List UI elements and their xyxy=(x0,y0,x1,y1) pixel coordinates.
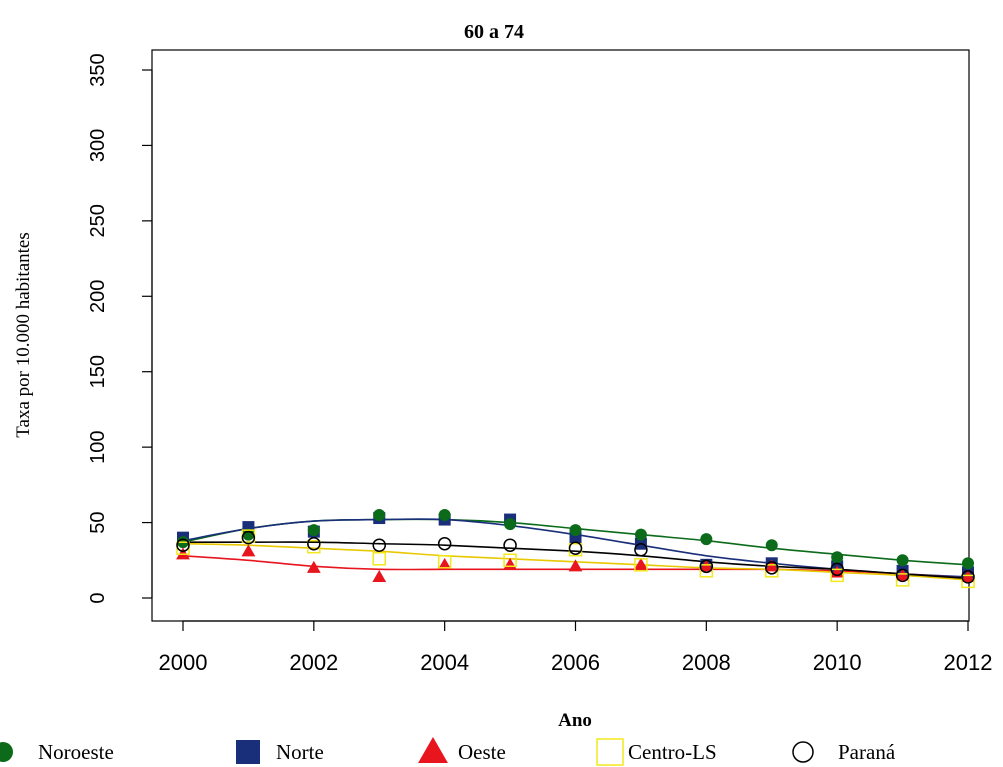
data-point-noroeste xyxy=(896,554,909,567)
axes: 2000 2002 2004 2006 2008 2010 2012 0 50 100 150 200… xyxy=(87,53,992,675)
data-point-oeste xyxy=(568,559,583,572)
legend-label: Noroeste xyxy=(38,740,114,764)
legend-symbol xyxy=(236,740,260,764)
legend-item-centro-ls: Centro-LS xyxy=(596,738,717,766)
legend-item-paran-: Paraná xyxy=(792,740,896,764)
data-point-oeste xyxy=(176,547,190,560)
data-point-centro-ls xyxy=(699,564,714,578)
legend-symbol xyxy=(792,741,814,763)
data-point-centro-ls xyxy=(634,558,648,572)
plot-area-frame xyxy=(151,49,970,622)
x-tick-label: 2012 xyxy=(944,650,993,675)
x-tick-label: 2000 xyxy=(159,650,208,675)
data-point-noroeste xyxy=(504,518,517,531)
data-point-centro-ls xyxy=(830,568,844,583)
data-point-paran- xyxy=(961,570,975,584)
y-tick-label: 50 xyxy=(87,511,109,533)
y-tick-label: 350 xyxy=(87,53,109,86)
data-point-oeste xyxy=(372,569,387,582)
data-point-noroeste xyxy=(438,509,451,522)
data-point-paran- xyxy=(830,562,844,577)
data-point-paran- xyxy=(176,538,190,552)
legend-label: Norte xyxy=(276,740,324,764)
legend-label: Paraná xyxy=(838,740,896,764)
data-point-noroeste xyxy=(765,539,778,552)
x-tick-label: 2008 xyxy=(682,650,731,675)
data-points xyxy=(176,509,975,589)
data-point-paran- xyxy=(765,561,779,575)
y-tick-label: 250 xyxy=(87,204,109,237)
data-point-noroeste xyxy=(962,557,974,570)
data-point-centro-ls xyxy=(895,573,910,587)
data-point-oeste xyxy=(437,557,452,570)
legend-symbol xyxy=(418,737,448,764)
data-point-paran- xyxy=(307,536,321,551)
data-point-paran- xyxy=(241,530,256,545)
legend-item-noroeste: Noroeste xyxy=(0,740,114,764)
data-point-paran- xyxy=(503,538,517,552)
data-point-paran- xyxy=(437,536,452,551)
data-point-paran- xyxy=(568,541,583,555)
x-tick-label: 2006 xyxy=(551,650,600,675)
y-tick-label: 100 xyxy=(87,430,109,463)
legend-symbol xyxy=(0,742,13,762)
data-point-noroeste xyxy=(700,533,713,546)
legend-item-oeste: Oeste xyxy=(418,737,506,764)
data-point-oeste xyxy=(634,557,648,570)
data-point-noroeste xyxy=(634,528,647,541)
data-point-paran- xyxy=(699,559,714,574)
x-tick-label: 2010 xyxy=(813,650,862,675)
y-tick-label: 300 xyxy=(87,129,109,162)
data-point-paran- xyxy=(895,568,910,583)
y-tick-label: 150 xyxy=(87,355,109,388)
data-point-centro-ls xyxy=(437,555,452,569)
data-point-noroeste xyxy=(307,524,320,537)
legend-symbol xyxy=(596,738,624,766)
legend-item-norte: Norte xyxy=(236,740,324,764)
data-point-oeste xyxy=(241,544,256,557)
chart-title: 60 a 74 xyxy=(464,21,524,43)
x-tick-label: 2002 xyxy=(289,650,338,675)
legend: Noroeste Norte Oeste Centro-LS Paraná xyxy=(0,737,896,766)
legend-label: Centro-LS xyxy=(628,740,717,764)
x-axis-label: Ano xyxy=(558,710,592,731)
legend-label: Oeste xyxy=(458,740,506,764)
x-tick-label: 2004 xyxy=(420,650,469,675)
data-point-noroeste xyxy=(373,509,386,522)
data-point-noroeste xyxy=(569,524,582,537)
data-point-noroeste xyxy=(831,551,844,564)
data-point-centro-ls xyxy=(372,552,386,566)
data-point-oeste xyxy=(306,560,321,573)
data-point-centro-ls xyxy=(503,553,517,568)
data-point-paran- xyxy=(372,538,386,552)
data-point-centro-ls xyxy=(961,574,975,589)
y-tick-label: 200 xyxy=(87,280,109,313)
data-point-paran- xyxy=(634,542,648,557)
y-axis-label: Taxa por 10.000 habitantes xyxy=(13,232,34,438)
y-tick-label: 0 xyxy=(87,592,109,603)
